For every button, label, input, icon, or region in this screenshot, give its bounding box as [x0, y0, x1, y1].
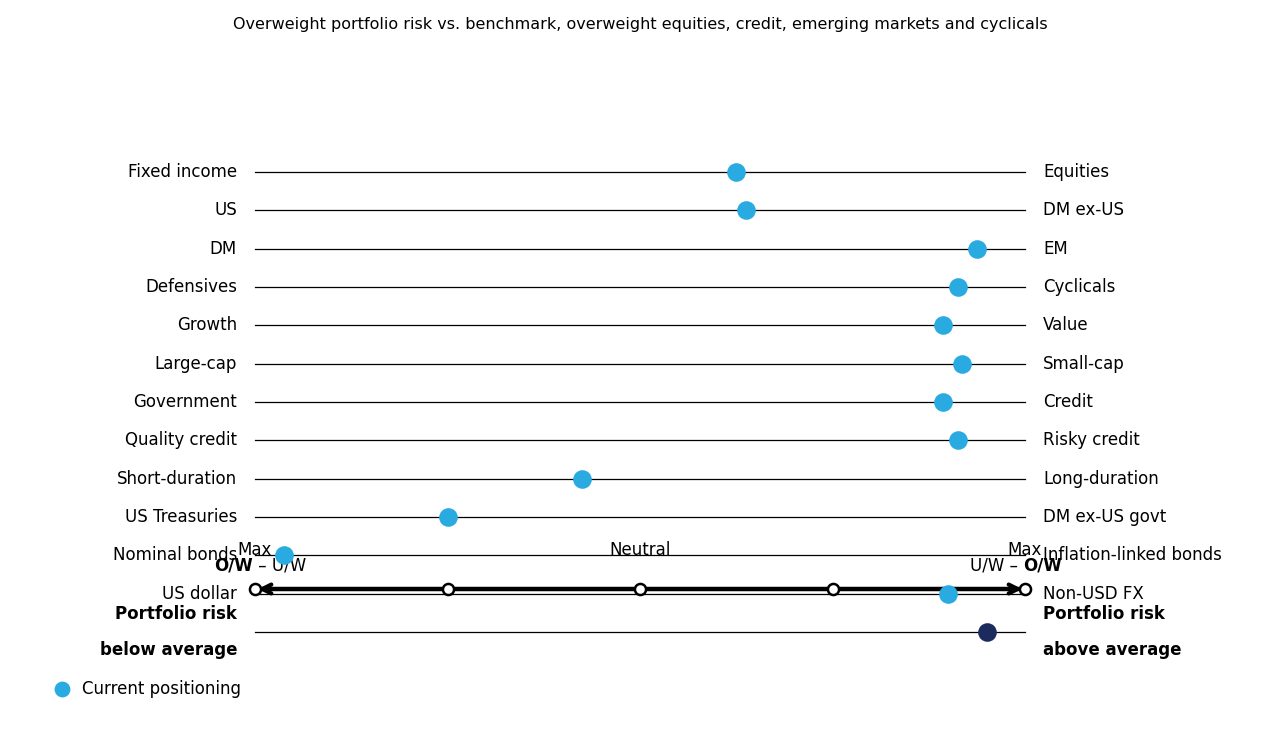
Text: Portfolio risk: Portfolio risk [1043, 605, 1165, 623]
Point [572, 472, 593, 484]
Text: Fixed income: Fixed income [128, 163, 237, 181]
Point [438, 511, 458, 523]
Text: Defensives: Defensives [145, 278, 237, 296]
Text: US Treasuries: US Treasuries [124, 508, 237, 526]
Text: Cyclicals: Cyclicals [1043, 278, 1115, 296]
Point [947, 434, 968, 446]
Text: Quality credit: Quality credit [125, 431, 237, 450]
Text: Credit: Credit [1043, 393, 1093, 411]
Point [952, 357, 973, 369]
Text: Max: Max [1007, 541, 1042, 559]
Text: Max: Max [238, 541, 273, 559]
Text: Risky credit: Risky credit [1043, 431, 1139, 450]
Text: below average: below average [100, 641, 237, 659]
Point [947, 281, 968, 293]
Text: DM ex-US govt: DM ex-US govt [1043, 508, 1166, 526]
Text: Small-cap: Small-cap [1043, 354, 1125, 373]
Point [726, 166, 746, 178]
Text: Current positioning: Current positioning [82, 680, 241, 698]
Text: US dollar: US dollar [163, 584, 237, 603]
Text: Portfolio risk: Portfolio risk [115, 605, 237, 623]
Text: Equities: Equities [1043, 163, 1110, 181]
Point [51, 683, 72, 695]
Text: O/W: O/W [1023, 557, 1061, 575]
Point [933, 396, 954, 408]
Point [966, 242, 987, 254]
Text: Short-duration: Short-duration [116, 469, 237, 488]
Text: Overweight portfolio risk vs. benchmark, overweight equities, credit, emerging m: Overweight portfolio risk vs. benchmark,… [233, 17, 1047, 32]
Point [274, 550, 294, 562]
Text: – U/W: – U/W [253, 557, 306, 575]
Text: Neutral: Neutral [609, 541, 671, 559]
Point [736, 204, 756, 216]
Text: DM ex-US: DM ex-US [1043, 201, 1124, 220]
Text: EM: EM [1043, 240, 1068, 258]
Text: Large-cap: Large-cap [155, 354, 237, 373]
Text: Long-duration: Long-duration [1043, 469, 1158, 488]
Text: above average: above average [1043, 641, 1181, 659]
Point [977, 626, 997, 638]
Text: Non-USD FX: Non-USD FX [1043, 584, 1144, 603]
Text: US: US [214, 201, 237, 220]
Text: Government: Government [133, 393, 237, 411]
Text: U/W –: U/W – [970, 557, 1023, 575]
Text: DM: DM [210, 240, 237, 258]
Point [938, 588, 959, 600]
Text: Inflation-linked bonds: Inflation-linked bonds [1043, 546, 1222, 565]
Point [933, 319, 954, 331]
Text: O/W: O/W [214, 557, 253, 575]
Text: Value: Value [1043, 316, 1088, 335]
Text: Nominal bonds: Nominal bonds [113, 546, 237, 565]
Text: Growth: Growth [177, 316, 237, 335]
